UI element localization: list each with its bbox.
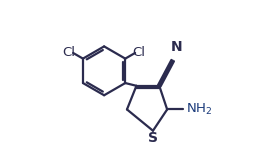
Text: N: N — [171, 40, 182, 54]
Text: S: S — [148, 131, 158, 145]
Text: Cl: Cl — [62, 46, 75, 59]
Text: NH$_2$: NH$_2$ — [186, 102, 213, 117]
Text: Cl: Cl — [132, 46, 145, 59]
